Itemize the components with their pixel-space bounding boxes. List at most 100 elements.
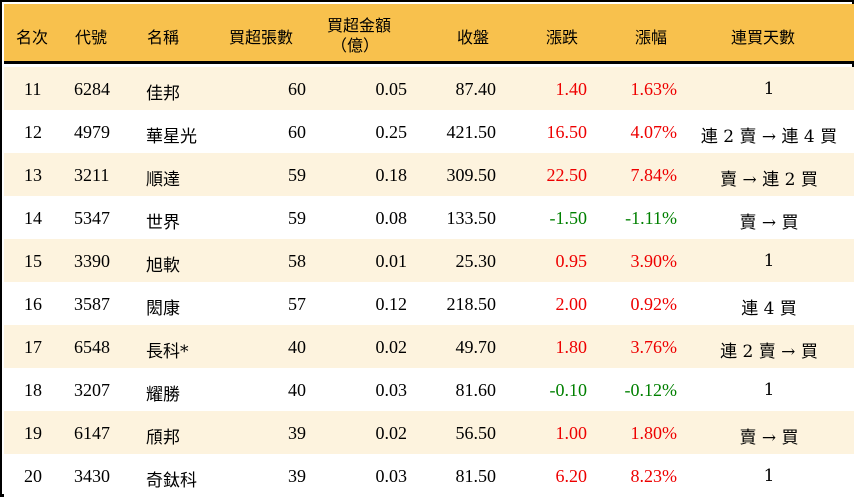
net-buy-lots-cell: 57 (288, 294, 306, 314)
rank-cell: 19 (24, 423, 42, 443)
price-change-cell: -1.50 (549, 208, 588, 228)
change-pct-cell: 8.23% (630, 466, 678, 486)
header-change: 漲跌 (546, 28, 579, 47)
stock-name-cell: 閎康 (146, 299, 180, 319)
stock-name-cell: 佳邦 (146, 84, 180, 104)
close-price-cell: 218.50 (446, 294, 497, 314)
header-name: 名稱 (147, 28, 180, 47)
price-change-cell: 2.00 (555, 294, 588, 314)
net-buy-lots-cell: 40 (288, 380, 306, 400)
close-price-cell: 309.50 (446, 165, 497, 185)
close-price-cell: 87.40 (455, 79, 497, 99)
header-net-buy-amount-unit: （億） (331, 36, 380, 55)
close-price-cell: 133.50 (446, 208, 497, 228)
table-row: 20 3430 奇鈦科 39 0.03 81.50 6.20 8.23% 1 (4, 454, 854, 497)
close-price-cell: 25.30 (455, 251, 497, 271)
header-close: 收盤 (457, 28, 490, 47)
header-change-pct: 漲幅 (635, 28, 668, 47)
net-buy-amount-cell: 0.02 (375, 337, 408, 357)
net-buy-amount-cell: 0.03 (375, 380, 408, 400)
rank-cell: 20 (24, 466, 42, 486)
streak-cell: 1 (763, 380, 775, 400)
net-buy-lots-cell: 60 (288, 122, 306, 142)
streak-cell: 1 (763, 251, 775, 271)
net-buy-amount-cell: 0.08 (375, 208, 408, 228)
price-change-cell: 22.50 (546, 165, 588, 185)
net-buy-amount-cell: 0.18 (375, 165, 408, 185)
header-net-buy-lots: 買超張數 (229, 28, 294, 47)
close-price-cell: 49.70 (455, 337, 497, 357)
change-pct-cell: -1.11% (625, 208, 677, 228)
streak-cell: 賣 → 買 (739, 213, 799, 233)
close-price-cell: 81.50 (455, 466, 497, 486)
stock-name-cell: 華星光 (146, 127, 197, 147)
table-row: 13 3211 順達 59 0.18 309.50 22.50 7.84% 賣 … (4, 153, 854, 196)
stock-name-cell: 旭軟 (146, 256, 180, 276)
net-buy-lots-cell: 39 (288, 423, 306, 443)
header-streak: 連買天數 (731, 28, 796, 47)
change-pct-cell: 0.92% (630, 294, 678, 314)
net-buy-amount-cell: 0.03 (375, 466, 408, 486)
rank-cell: 15 (24, 251, 42, 271)
net-buy-lots-cell: 39 (288, 466, 306, 486)
streak-cell: 1 (763, 466, 775, 486)
stock-code-cell: 3587 (74, 294, 110, 314)
stock-name-cell: 順達 (146, 170, 180, 190)
change-pct-cell: -0.12% (624, 380, 678, 400)
net-buy-amount-cell: 0.02 (375, 423, 408, 443)
price-change-cell: 16.50 (546, 122, 588, 142)
stock-code-cell: 3390 (74, 251, 110, 271)
header-code: 代號 (75, 28, 108, 47)
table-row: 19 6147 頎邦 39 0.02 56.50 1.00 1.80% 賣 → … (4, 411, 854, 454)
rank-cell: 12 (24, 122, 42, 142)
streak-cell: 賣 → 連 2 買 (720, 170, 818, 190)
rank-cell: 16 (24, 294, 42, 314)
net-buy-amount-cell: 0.05 (375, 79, 408, 99)
stock-code-cell: 5347 (74, 208, 110, 228)
table-row: 18 3207 耀勝 40 0.03 81.60 -0.10 -0.12% 1 (4, 368, 854, 411)
change-pct-cell: 7.84% (630, 165, 678, 185)
stock-code-cell: 3207 (74, 380, 110, 400)
change-pct-cell: 1.63% (630, 79, 678, 99)
streak-cell: 連 2 賣 → 連 4 買 (700, 127, 838, 147)
net-buy-lots-cell: 59 (288, 208, 306, 228)
table-row: 12 4979 華星光 60 0.25 421.50 16.50 4.07% 連… (4, 110, 854, 153)
price-change-cell: -0.10 (549, 380, 588, 400)
close-price-cell: 56.50 (455, 423, 497, 443)
table-row: 15 3390 旭軟 58 0.01 25.30 0.95 3.90% 1 (4, 239, 854, 282)
net-buy-amount-cell: 0.12 (375, 294, 408, 314)
stock-name-cell: 長科* (146, 342, 189, 362)
rank-cell: 13 (24, 165, 42, 185)
stock-code-cell: 4979 (74, 122, 110, 142)
price-change-cell: 1.00 (555, 423, 588, 443)
streak-cell: 連 2 賣 → 買 (720, 342, 818, 362)
rank-cell: 17 (24, 337, 42, 357)
close-price-cell: 421.50 (446, 122, 497, 142)
net-buy-lots-cell: 40 (288, 337, 306, 357)
table-row: 14 5347 世界 59 0.08 133.50 -1.50 -1.11% 賣… (4, 196, 854, 239)
streak-cell: 賣 → 買 (739, 428, 799, 448)
header-rank: 名次 (16, 28, 49, 47)
table-row: 11 6284 佳邦 60 0.05 87.40 1.40 1.63% 1 (4, 67, 854, 110)
change-pct-cell: 4.07% (630, 122, 678, 142)
table-header: 名次 代號 名稱 買超張數 買超金額 （億） 收盤 漲跌 漲幅 連買天數 (4, 4, 854, 64)
price-change-cell: 1.40 (555, 79, 588, 99)
stock-name-cell: 世界 (146, 213, 180, 233)
stock-name-cell: 頎邦 (146, 428, 180, 448)
streak-cell: 連 4 買 (741, 299, 797, 319)
stock-code-cell: 3430 (74, 466, 110, 486)
change-pct-cell: 3.90% (630, 251, 678, 271)
stock-name-cell: 奇鈦科 (146, 471, 197, 491)
header-net-buy-amount: 買超金額 (327, 16, 392, 35)
net-buy-amount-cell: 0.25 (375, 122, 408, 142)
close-price-cell: 81.60 (455, 380, 497, 400)
rank-cell: 11 (24, 79, 42, 99)
rank-cell: 18 (24, 380, 42, 400)
rank-cell: 14 (24, 208, 42, 228)
streak-cell: 1 (763, 79, 775, 99)
price-change-cell: 1.80 (555, 337, 588, 357)
change-pct-cell: 1.80% (630, 423, 678, 443)
stock-code-cell: 6284 (74, 79, 110, 99)
net-buy-lots-cell: 60 (288, 79, 306, 99)
